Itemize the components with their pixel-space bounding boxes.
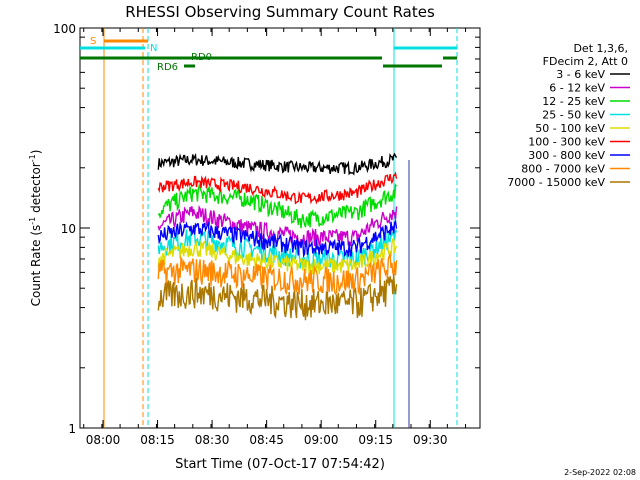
legend-entry-label: 3 - 6 keV — [556, 68, 605, 81]
series-line — [157, 183, 398, 229]
y-tick-label: 1 — [68, 422, 76, 436]
series-line — [157, 171, 398, 205]
y-axis-label: Count Rate (s-1 detector-1) — [28, 150, 43, 307]
x-tick-label: 08:45 — [249, 433, 284, 447]
x-tick-label: 09:15 — [358, 433, 393, 447]
legend-entry-label: 800 - 7000 keV — [521, 163, 605, 176]
y-tick-label: 100 — [53, 22, 76, 36]
series-group — [157, 152, 398, 321]
x-tick-label: 08:15 — [140, 433, 175, 447]
x-tick-label: 08:30 — [195, 433, 230, 447]
series-line — [157, 274, 398, 321]
legend-entry-label: 300 - 800 keV — [528, 149, 605, 162]
series-line — [157, 219, 398, 259]
instrument-markers — [80, 28, 458, 428]
y-axis-label-main: Count Rate (s — [29, 225, 43, 307]
series-line — [157, 252, 398, 296]
y-axis-label-sup1: -1 — [28, 217, 37, 225]
legend-entry-label: 25 - 50 keV — [542, 109, 605, 122]
x-tick-label: 09:00 — [304, 433, 339, 447]
series-line — [157, 152, 398, 176]
annotation-group: S N RD0 RD6 — [90, 36, 212, 73]
chart-title: RHESSI Observing Summary Count Rates — [125, 3, 435, 21]
y-axis-label-end: ) — [29, 150, 43, 155]
legend-entry-label: 100 - 300 keV — [528, 136, 605, 149]
axis-ticks: 08:00 08:15 08:30 08:45 09:00 09:15 09:30 1 10 10… — [53, 22, 480, 447]
footer-date: 2-Sep-2022 02:08 — [564, 468, 636, 477]
series-line — [157, 238, 398, 275]
legend-entry-label: 7000 - 15000 keV — [507, 176, 605, 189]
annotation-label: RD6 — [157, 62, 178, 73]
annotation-label: N — [150, 43, 157, 54]
legend-entry-label: 6 - 12 keV — [549, 82, 605, 95]
legend-entry-label: 50 - 100 keV — [535, 122, 605, 135]
y-axis-label-mid: detector — [29, 162, 43, 217]
y-tick-label: 10 — [61, 222, 76, 236]
y-axis-label-sup2: -1 — [28, 154, 37, 162]
annotation-label: S — [90, 36, 96, 47]
legend-entry-label: 12 - 25 keV — [542, 95, 605, 108]
x-axis-label: Start Time (07-Oct-17 07:54:42) — [175, 457, 385, 472]
legend-header-line: Det 1,3,6, — [573, 42, 628, 55]
x-tick-label: 08:00 — [86, 433, 121, 447]
x-tick-label: 09:30 — [413, 433, 448, 447]
legend-header-line: FDecim 2, Att 0 — [543, 55, 628, 68]
annotation-label: RD0 — [191, 52, 212, 63]
